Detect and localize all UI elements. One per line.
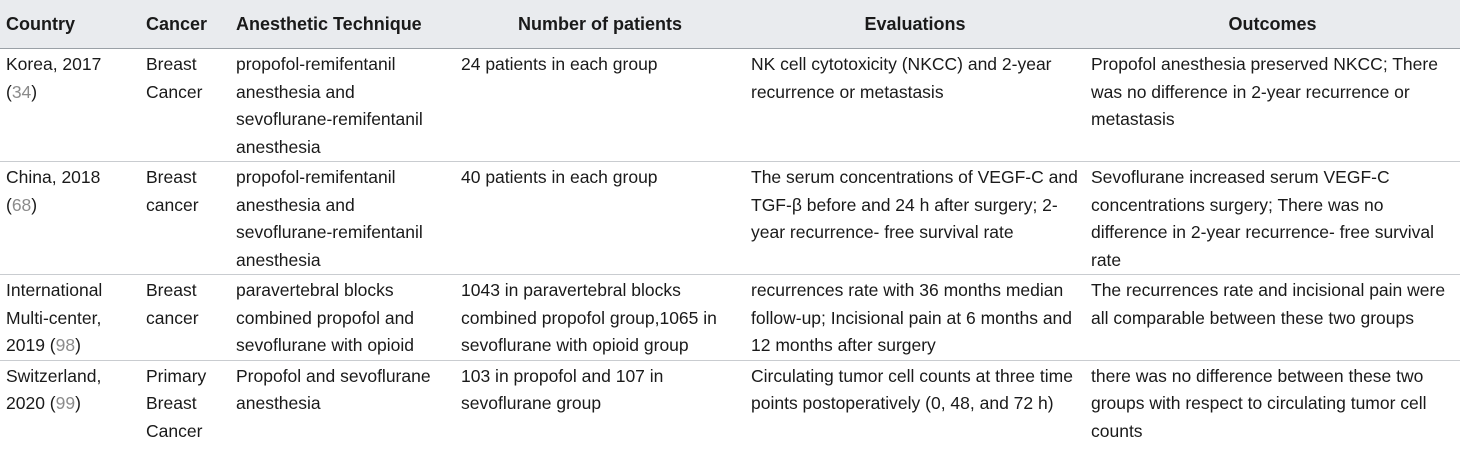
header-row: Country Cancer Anesthetic Technique Numb… xyxy=(0,0,1460,49)
cell-outcomes: there was no difference between these tw… xyxy=(1091,365,1427,441)
cell-country: Switzerland, 2020 (99) xyxy=(6,365,102,414)
table-body: Korea, 2017 (34) Breast Cancer propofol-… xyxy=(0,49,1460,446)
table-row: Korea, 2017 (34) Breast Cancer propofol-… xyxy=(0,49,1460,162)
cell-evaluations: recurrences rate with 36 months median f… xyxy=(751,280,1073,355)
header-technique: Anesthetic Technique xyxy=(230,0,455,49)
cell-country: China, 2018 (68) xyxy=(6,167,101,215)
cell-evaluations: NK cell cytotoxicity (NKCC) and 2-year r… xyxy=(751,54,1052,102)
cell-country: International Multi-center, 2019 (98) xyxy=(6,280,103,355)
cell-technique: propofol-remifentanil anesthesia and sev… xyxy=(236,167,423,270)
cell-evaluations: The serum concentrations of VEGF-C and T… xyxy=(751,167,1078,242)
cell-cancer: Primary Breast Cancer xyxy=(146,365,207,441)
cell-technique: Propofol and sevoflurane anesthesia xyxy=(236,365,431,414)
cell-patients: 40 patients in each group xyxy=(461,167,658,187)
cell-technique: propofol-remifentanil anesthesia and sev… xyxy=(236,54,423,157)
cell-cancer: Breast cancer xyxy=(146,280,199,328)
table-row: China, 2018 (68) Breast cancer propofol-… xyxy=(0,162,1460,275)
cell-outcomes: Propofol anesthesia preserved NKCC; Ther… xyxy=(1091,54,1438,129)
table-header: Country Cancer Anesthetic Technique Numb… xyxy=(0,0,1460,49)
header-outcomes: Outcomes xyxy=(1085,0,1460,49)
cell-country: Korea, 2017 (34) xyxy=(6,54,102,102)
cell-patients: 103 in propofol and 107 in sevoflurane g… xyxy=(461,365,664,414)
reference-link[interactable]: 98 xyxy=(55,335,76,355)
reference-link[interactable]: 34 xyxy=(11,81,32,102)
reference-link[interactable]: 99 xyxy=(55,393,76,413)
cell-cancer: Breast Cancer xyxy=(146,54,203,102)
studies-table: Country Cancer Anesthetic Technique Numb… xyxy=(0,0,1460,446)
reference-link[interactable]: 68 xyxy=(11,194,32,215)
cell-evaluations: Circulating tumor cell counts at three t… xyxy=(751,365,1073,414)
cell-outcomes: The recurrences rate and incisional pain… xyxy=(1091,280,1446,328)
cell-cancer: Breast cancer xyxy=(146,167,199,215)
cell-patients: 24 patients in each group xyxy=(461,54,658,74)
cell-outcomes: Sevoflurane increased serum VEGF-C conce… xyxy=(1091,167,1435,270)
table-row: International Multi-center, 2019 (98) Br… xyxy=(0,275,1460,360)
header-cancer: Cancer xyxy=(140,0,230,49)
header-patients: Number of patients xyxy=(455,0,745,49)
header-country: Country xyxy=(0,0,140,49)
cell-patients: 1043 in paravertebral blocks combined pr… xyxy=(461,280,717,355)
header-evaluations: Evaluations xyxy=(745,0,1085,49)
table-row: Switzerland, 2020 (99) Primary Breast Ca… xyxy=(0,360,1460,445)
cell-technique: paravertebral blocks combined propofol a… xyxy=(236,280,415,355)
